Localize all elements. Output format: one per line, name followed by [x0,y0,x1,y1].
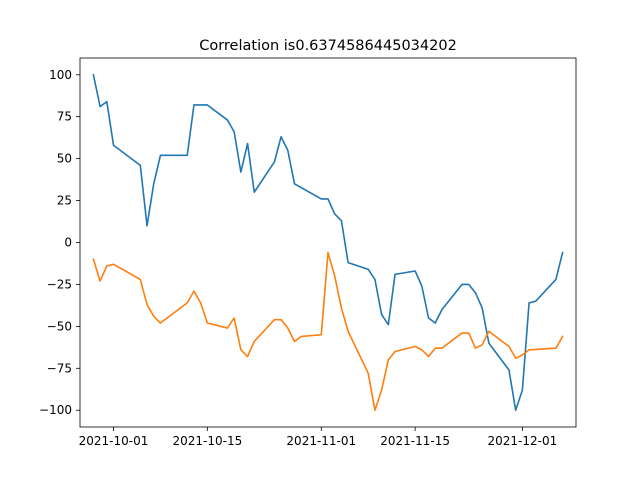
y-tick-label: 100 [49,68,72,82]
x-tick-label: 2021-10-01 [79,434,149,448]
chart-title: Correlation is0.6374586445034202 [199,38,457,54]
y-tick-label: 25 [57,194,72,208]
x-tick-label: 2021-11-01 [286,434,356,448]
series-line-2 [92,251,564,412]
y-tick-label: 50 [57,152,72,166]
y-axis: 100 75 50 25 0 −25 −50 −75 −100 [39,68,80,417]
y-tick-label: 0 [64,236,72,250]
x-tick-label: 2021-10-15 [172,434,242,448]
y-tick-label: −25 [47,277,72,291]
y-tick-label: −100 [39,403,72,417]
y-tick-label: 75 [57,110,72,124]
x-tick-label: 2021-12-01 [488,434,558,448]
x-tick-label: 2021-11-15 [380,434,450,448]
y-tick-label: −50 [47,319,72,333]
series-layer [92,73,564,412]
series-line-1 [92,73,564,412]
plot-frame [79,57,577,428]
x-axis: 2021-10-01 2021-10-15 2021-11-01 2021-11-15… [79,427,558,448]
y-tick-label: −75 [47,361,72,375]
